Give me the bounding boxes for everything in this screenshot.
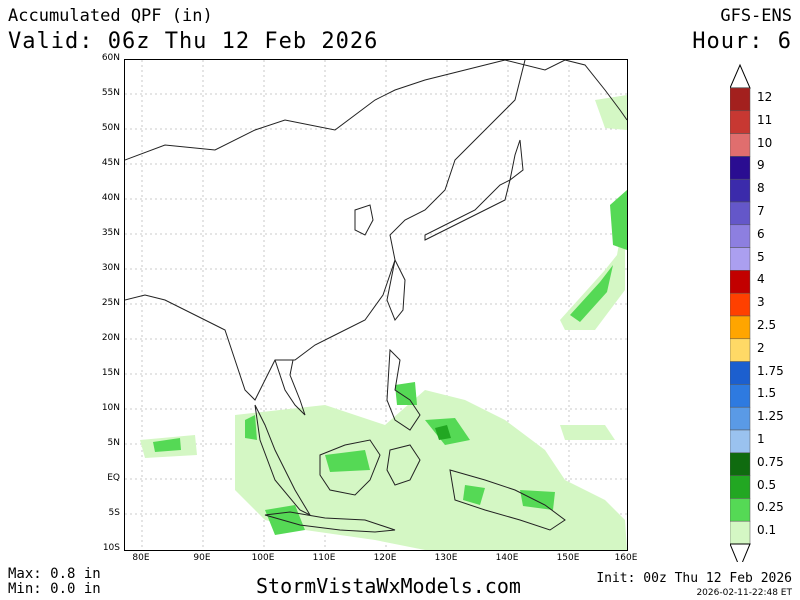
lat-label: 10N bbox=[101, 403, 120, 413]
legend-label: 8 bbox=[757, 181, 765, 196]
legend-swatch bbox=[730, 292, 751, 317]
legend-label: 7 bbox=[757, 204, 765, 218]
legend-swatch bbox=[730, 520, 751, 545]
lon-label: 160E bbox=[614, 553, 638, 563]
init-time: Init: 00z Thu 12 Feb 2026 bbox=[596, 571, 792, 586]
model-name: GFS-ENS bbox=[720, 6, 792, 26]
forecast-hour: Hour: 6 bbox=[692, 29, 792, 54]
lat-label: 20N bbox=[101, 333, 120, 343]
valid-time: Valid: 06z Thu 12 Feb 2026 bbox=[8, 29, 379, 54]
lat-label: EQ bbox=[107, 473, 120, 483]
legend-label: 6 bbox=[757, 226, 765, 241]
legend-swatch bbox=[730, 384, 751, 408]
legend-label: 5 bbox=[757, 249, 765, 264]
lon-label: 100E bbox=[251, 553, 275, 563]
legend-swatch bbox=[730, 178, 751, 203]
legend-swatch bbox=[730, 133, 751, 157]
legend-label: 12 bbox=[757, 90, 773, 104]
legend-swatch bbox=[730, 361, 751, 385]
lat-label: 5S bbox=[108, 508, 120, 518]
legend-label: 0.25 bbox=[757, 500, 784, 515]
legend-swatch bbox=[730, 338, 751, 362]
lat-label: 45N bbox=[101, 158, 120, 168]
lon-label: 130E bbox=[434, 553, 458, 563]
lon-label: 140E bbox=[495, 553, 519, 563]
lon-label: 150E bbox=[556, 553, 580, 563]
legend-swatch bbox=[730, 452, 751, 476]
legend-swatch bbox=[730, 110, 751, 134]
legend-label: 2.5 bbox=[757, 318, 777, 332]
legend-label: 0.1 bbox=[757, 523, 777, 538]
legend-label: 10 bbox=[757, 135, 773, 150]
lat-label: 15N bbox=[101, 368, 120, 378]
legend-swatch bbox=[730, 156, 751, 180]
legend-swatch bbox=[730, 224, 751, 248]
map-canvas bbox=[124, 59, 628, 550]
legend-label: 0.75 bbox=[757, 454, 784, 469]
legend-swatch bbox=[730, 87, 751, 112]
legend-label: 9 bbox=[757, 158, 765, 173]
lat-label: 25N bbox=[101, 298, 120, 308]
legend-label: 1.5 bbox=[757, 386, 777, 401]
legend-swatch bbox=[730, 270, 751, 294]
lat-label: 50N bbox=[101, 123, 120, 133]
lat-label: 30N bbox=[101, 263, 120, 273]
color-legend bbox=[730, 63, 751, 562]
lat-label: 60N bbox=[101, 53, 120, 63]
min-value: Min: 0.0 in bbox=[8, 581, 101, 597]
legend-arrow-up bbox=[730, 63, 751, 89]
lat-label: 55N bbox=[101, 88, 120, 98]
legend-swatch bbox=[730, 201, 751, 226]
timestamp: 2026-02-11-22:48 ET bbox=[696, 588, 792, 598]
lon-label: 120E bbox=[373, 553, 397, 563]
lon-label: 110E bbox=[312, 553, 336, 563]
legend-label: 2 bbox=[757, 340, 765, 355]
legend-label: 4 bbox=[757, 272, 765, 287]
legend-label: 1.25 bbox=[757, 409, 784, 424]
legend-swatch bbox=[730, 406, 751, 431]
lat-label: 10S bbox=[102, 543, 120, 553]
legend-swatch bbox=[730, 247, 751, 271]
legend-label: 0.5 bbox=[757, 477, 777, 492]
coastlines bbox=[124, 59, 628, 533]
legend-label: 3 bbox=[757, 295, 765, 310]
lat-label: 35N bbox=[101, 228, 120, 238]
lat-label: 40N bbox=[101, 193, 120, 203]
lon-label: 80E bbox=[132, 553, 150, 563]
lat-label: 5N bbox=[107, 438, 120, 448]
legend-arrow-down bbox=[730, 543, 751, 562]
precip-areas bbox=[140, 95, 627, 550]
max-value: Max: 0.8 in bbox=[8, 566, 101, 582]
lon-label: 90E bbox=[193, 553, 211, 563]
precip-map bbox=[124, 59, 628, 551]
site-credit: StormVistaWxModels.com bbox=[256, 574, 521, 598]
map-title: Accumulated QPF (in) bbox=[8, 6, 213, 26]
legend-swatch bbox=[730, 315, 751, 340]
legend-swatch bbox=[730, 475, 751, 499]
legend-label: 1 bbox=[757, 432, 765, 446]
legend-label: 1.75 bbox=[757, 363, 784, 378]
legend-swatch bbox=[730, 429, 751, 454]
legend-swatch bbox=[730, 498, 751, 522]
legend-label: 11 bbox=[757, 112, 773, 127]
